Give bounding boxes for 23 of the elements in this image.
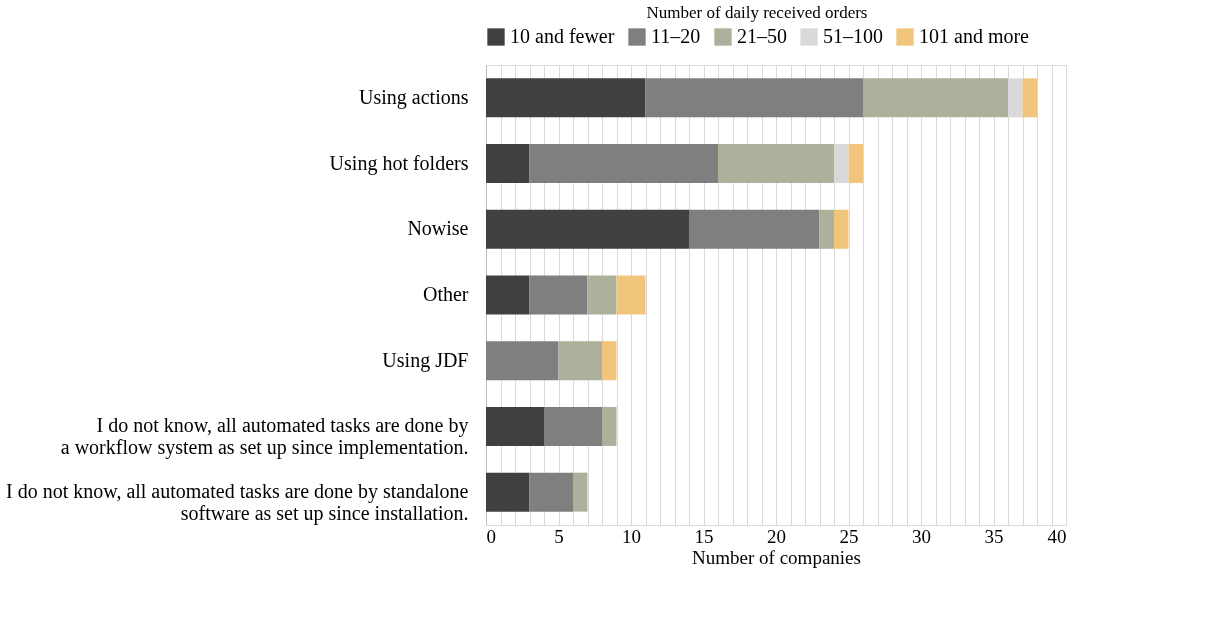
legend-label: 51–100 [823,25,883,47]
x-tick-label: 10 [622,525,641,547]
y-tick-label: Using hot folders [329,151,469,175]
x-tick-label: 5 [554,525,564,547]
y-tick-label: Using actions [359,85,469,109]
x-tick-label: 30 [912,525,931,547]
legend-label: 101 and more [919,25,1030,47]
legend-title: Number of daily received orders [646,3,868,22]
y-tick-label: I do not know, all automated tasks are done by standalone software as set up since installation. [6,480,469,526]
legend-label: 11–20 [651,25,701,47]
legend-label: 10 and fewer [510,25,615,47]
x-tick-label: 25 [839,525,859,547]
x-axis-title: Number of companies [692,546,861,568]
x-tick-label: 15 [694,525,714,547]
x-tick-label: 20 [767,525,786,547]
legend-label: 21–50 [737,25,787,47]
y-tick-label: Other [422,283,469,305]
x-tick-label: 0 [486,525,496,547]
y-tick-label: Nowise [407,217,469,240]
y-tick-label: I do not know, all automated tasks are done by a workflow system as set up since implementation. [60,414,469,460]
y-tick-label: Using JDF [382,348,469,372]
x-tick-label: 40 [1047,525,1067,547]
x-tick-label: 35 [984,525,1004,547]
